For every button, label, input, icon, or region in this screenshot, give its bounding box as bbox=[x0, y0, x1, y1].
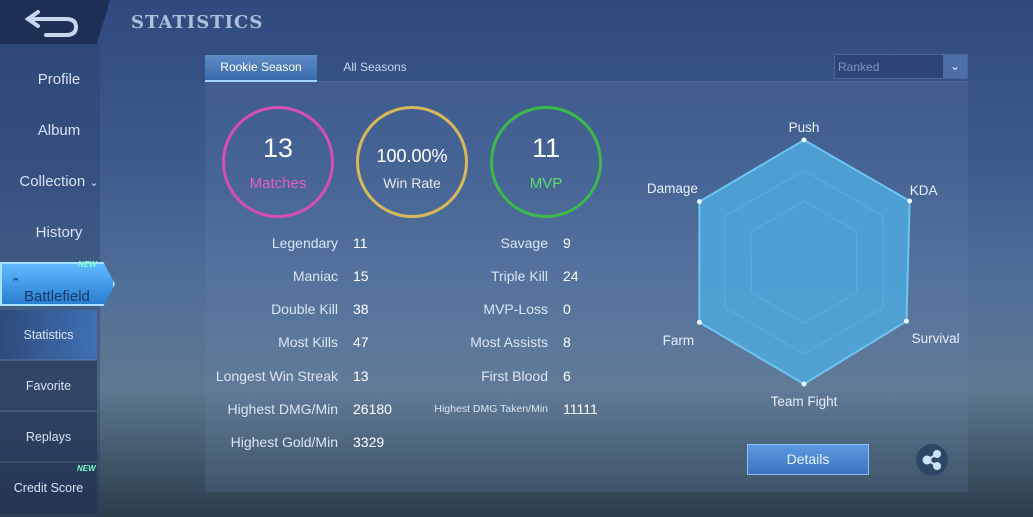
stat-label: Savage bbox=[500, 235, 548, 251]
stat-value: 13 bbox=[353, 368, 369, 384]
radar-gridline bbox=[724, 169, 884, 355]
radar-gridline bbox=[750, 200, 858, 324]
stat-label: Most Kills bbox=[278, 334, 338, 350]
radar-axis-label: Push bbox=[789, 120, 820, 135]
details-button[interactable]: Details bbox=[747, 444, 869, 475]
matches-circle: 13 Matches bbox=[222, 106, 334, 218]
share-button[interactable] bbox=[916, 444, 948, 476]
stat-value: 11111 bbox=[563, 401, 598, 417]
sidebar-subitem-statistics[interactable]: Statistics bbox=[0, 310, 97, 360]
sidebar-item-profile[interactable]: Profile bbox=[37, 71, 81, 88]
stat-value: 8 bbox=[563, 334, 571, 350]
radar-axis-label: Farm bbox=[663, 333, 695, 348]
matches-label: Matches bbox=[249, 175, 307, 192]
new-badge: NEW bbox=[78, 260, 97, 269]
radar-axis-label: KDA bbox=[910, 183, 938, 198]
season-tabs: Rookie Season All Seasons bbox=[205, 55, 968, 82]
radar-axis-label: Damage bbox=[647, 181, 698, 196]
stat-value: 0 bbox=[563, 301, 571, 317]
share-icon bbox=[922, 450, 941, 470]
sidebar-item-label: Battlefield bbox=[24, 288, 90, 305]
sidebar-subitem-credit-score[interactable]: Credit Score bbox=[0, 463, 97, 513]
stat-value: 11 bbox=[353, 235, 368, 251]
stat-label: Most Assists bbox=[470, 334, 548, 350]
stat-label: Longest Win Streak bbox=[215, 368, 338, 384]
stat-label: Highest DMG Taken/Min bbox=[434, 403, 548, 415]
sidebar-item-history[interactable]: History bbox=[35, 224, 83, 241]
chevron-down-icon: ⌄ bbox=[89, 177, 99, 189]
stat-value: 15 bbox=[353, 268, 369, 284]
radar-chart: Push KDA Survival Team Fight Farm Damage bbox=[647, 120, 960, 409]
radar-axis-label: Team Fight bbox=[771, 394, 838, 409]
back-arrow-icon bbox=[24, 10, 79, 37]
sidebar-subitem-favorite[interactable]: Favorite bbox=[0, 361, 97, 411]
stat-label: Triple Kill bbox=[490, 268, 548, 284]
radar-axis-label: Survival bbox=[912, 331, 960, 346]
sidebar-item-battlefield[interactable]: Battlefield ˆ bbox=[0, 262, 115, 306]
stat-label: Maniac bbox=[292, 268, 338, 284]
mvp-label: MVP bbox=[529, 175, 563, 192]
mvp-value: 11 bbox=[531, 133, 561, 163]
tab-rookie-season[interactable]: Rookie Season bbox=[205, 55, 317, 82]
stat-label: Highest DMG/Min bbox=[227, 401, 338, 417]
stat-value: 47 bbox=[353, 334, 369, 350]
back-button[interactable] bbox=[0, 0, 110, 44]
chevron-up-icon: ˆ bbox=[13, 276, 18, 293]
sidebar-item-label: Collection bbox=[19, 173, 86, 190]
stat-value: 26180 bbox=[353, 401, 392, 417]
radar-point bbox=[696, 319, 702, 325]
stat-value: 6 bbox=[563, 368, 571, 384]
radar-point bbox=[801, 381, 807, 387]
stat-value: 9 bbox=[563, 235, 571, 251]
new-badge: NEW bbox=[77, 464, 96, 473]
chevron-down-icon: ⌄ bbox=[943, 55, 967, 78]
radar-area bbox=[698, 138, 911, 386]
stat-label: Highest Gold/Min bbox=[230, 434, 338, 450]
sidebar-item-collection[interactable]: Collection ⌄ bbox=[0, 173, 118, 190]
tab-all-seasons[interactable]: All Seasons bbox=[343, 60, 407, 74]
matches-value: 13 bbox=[262, 133, 294, 163]
radar-point bbox=[903, 318, 909, 324]
mvp-circle: 11 MVP bbox=[490, 106, 602, 218]
stat-value: 24 bbox=[563, 268, 579, 284]
stat-value: 38 bbox=[353, 301, 369, 317]
radar-point bbox=[696, 199, 702, 205]
win-rate-value: 100.00% bbox=[376, 146, 448, 166]
stat-label: MVP-Loss bbox=[483, 301, 548, 317]
stat-label: Legendary bbox=[271, 235, 338, 251]
radar-point bbox=[907, 198, 913, 204]
sidebar-subitem-replays[interactable]: Replays bbox=[0, 412, 97, 462]
stat-label: Double Kill bbox=[271, 301, 338, 317]
win-rate-label: Win Rate bbox=[383, 175, 441, 191]
radar-point bbox=[801, 137, 807, 143]
sidebar-item-album[interactable]: Album bbox=[37, 122, 81, 139]
mode-select-value: Ranked bbox=[838, 60, 880, 74]
win-rate-circle: 100.00% Win Rate bbox=[356, 106, 468, 218]
page-title: STATISTICS bbox=[131, 12, 264, 33]
stat-value: 3329 bbox=[353, 434, 385, 450]
mode-select[interactable]: Ranked ⌄ bbox=[834, 54, 968, 79]
stat-label: First Blood bbox=[481, 368, 548, 384]
